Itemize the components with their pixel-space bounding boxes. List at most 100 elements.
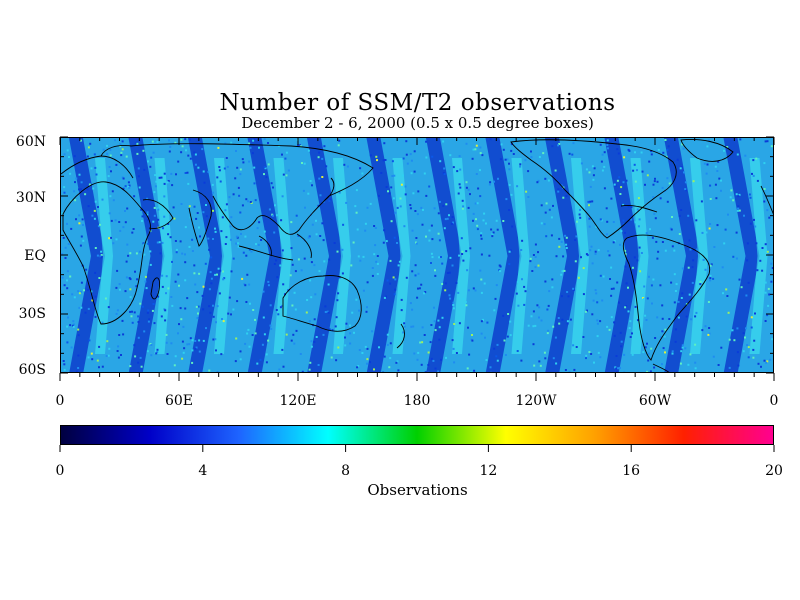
speckle-dot <box>595 225 598 228</box>
speckle-dot <box>202 308 205 311</box>
speckle-dot <box>443 167 446 170</box>
speckle-dot <box>317 204 320 207</box>
speckle-dot <box>467 326 469 329</box>
speckle-dot <box>277 313 280 316</box>
speckle-dot <box>141 305 144 308</box>
speckle-dot <box>735 231 738 234</box>
speckle-dot <box>281 195 284 198</box>
speckle-dot <box>578 213 581 216</box>
speckle-dot <box>182 325 185 328</box>
speckle-dot <box>624 253 627 256</box>
colorbar-title: Observations <box>367 481 468 499</box>
speckle-dot <box>593 361 595 364</box>
speckle-dot <box>764 281 767 284</box>
speckle-dot <box>164 319 167 322</box>
speckle-dot <box>128 186 131 189</box>
speckle-dot <box>84 193 87 196</box>
speckle-dot <box>84 311 87 314</box>
speckle-dot <box>156 348 159 351</box>
speckle-dot <box>623 156 626 159</box>
speckle-dot <box>156 330 159 333</box>
speckle-dot <box>675 283 678 286</box>
speckle-dot <box>490 228 493 231</box>
speckle-dot <box>186 297 189 300</box>
speckle-dot <box>161 274 164 277</box>
speckle-dot <box>743 214 745 217</box>
speckle-dot <box>178 323 180 326</box>
speckle-dot <box>550 234 553 237</box>
speckle-dot <box>396 360 399 363</box>
speckle-dot <box>204 262 207 265</box>
speckle-dot <box>161 241 164 244</box>
speckle-dot <box>685 315 688 318</box>
speckle-dot <box>768 216 771 219</box>
speckle-dot <box>303 257 306 260</box>
speckle-dot <box>274 204 276 207</box>
speckle-dot <box>396 242 398 244</box>
speckle-dot <box>151 140 154 143</box>
speckle-dot <box>586 309 588 312</box>
speckle-dot <box>336 299 339 302</box>
speckle-dot <box>437 232 440 235</box>
speckle-dot <box>561 270 564 273</box>
speckle-dot <box>265 353 268 356</box>
speckle-dot <box>149 250 152 253</box>
speckle-dot <box>138 186 141 189</box>
speckle-dot <box>244 235 247 238</box>
speckle-dot <box>174 240 177 242</box>
speckle-dot <box>115 238 118 241</box>
speckle-dot <box>726 146 729 148</box>
speckle-dot <box>197 305 200 308</box>
speckle-dot <box>527 324 530 327</box>
speckle-dot <box>94 271 97 274</box>
speckle-dot <box>217 146 220 149</box>
speckle-dot <box>678 233 681 235</box>
speckle-dot <box>291 263 294 266</box>
speckle-dot <box>476 224 479 227</box>
speckle-dot <box>573 368 576 371</box>
speckle-dot <box>610 266 613 269</box>
speckle-dot <box>472 212 475 215</box>
speckle-dot <box>690 318 693 321</box>
speckle-dot <box>110 236 112 239</box>
speckle-dot <box>237 242 240 245</box>
speckle-dot <box>69 324 72 327</box>
speckle-dot <box>128 184 131 187</box>
speckle-dot <box>720 346 723 349</box>
speckle-dot <box>475 173 478 175</box>
speckle-dot <box>142 149 145 152</box>
speckle-dot <box>461 199 464 202</box>
speckle-dot <box>386 343 389 346</box>
speckle-dot <box>666 200 669 203</box>
speckle-dot <box>295 214 298 217</box>
speckle-dot <box>449 154 452 157</box>
speckle-dot <box>497 177 499 180</box>
speckle-dot <box>116 309 119 312</box>
speckle-dot <box>423 292 426 295</box>
speckle-dot <box>751 172 753 175</box>
speckle-dot <box>403 225 406 228</box>
speckle-dot <box>209 271 212 274</box>
speckle-dot <box>179 307 182 310</box>
speckle-dot <box>255 243 257 246</box>
speckle-dot <box>139 356 142 359</box>
speckle-dot <box>691 281 694 284</box>
speckle-dot <box>254 318 256 321</box>
speckle-dot <box>304 206 306 209</box>
speckle-dot <box>737 205 740 208</box>
speckle-dot <box>494 297 497 300</box>
speckle-dot <box>228 196 231 199</box>
speckle-dot <box>552 357 555 360</box>
speckle-dot <box>448 271 451 274</box>
speckle-dot <box>452 166 455 169</box>
speckle-dot <box>648 275 650 278</box>
speckle-dot <box>258 221 261 224</box>
speckle-dot <box>446 272 449 274</box>
speckle-dot <box>133 344 136 347</box>
speckle-dot <box>485 222 487 225</box>
speckle-dot <box>265 176 268 179</box>
speckle-dot <box>546 332 549 335</box>
speckle-dot <box>397 320 400 323</box>
speckle-dot <box>198 350 201 353</box>
speckle-dot <box>282 283 285 286</box>
